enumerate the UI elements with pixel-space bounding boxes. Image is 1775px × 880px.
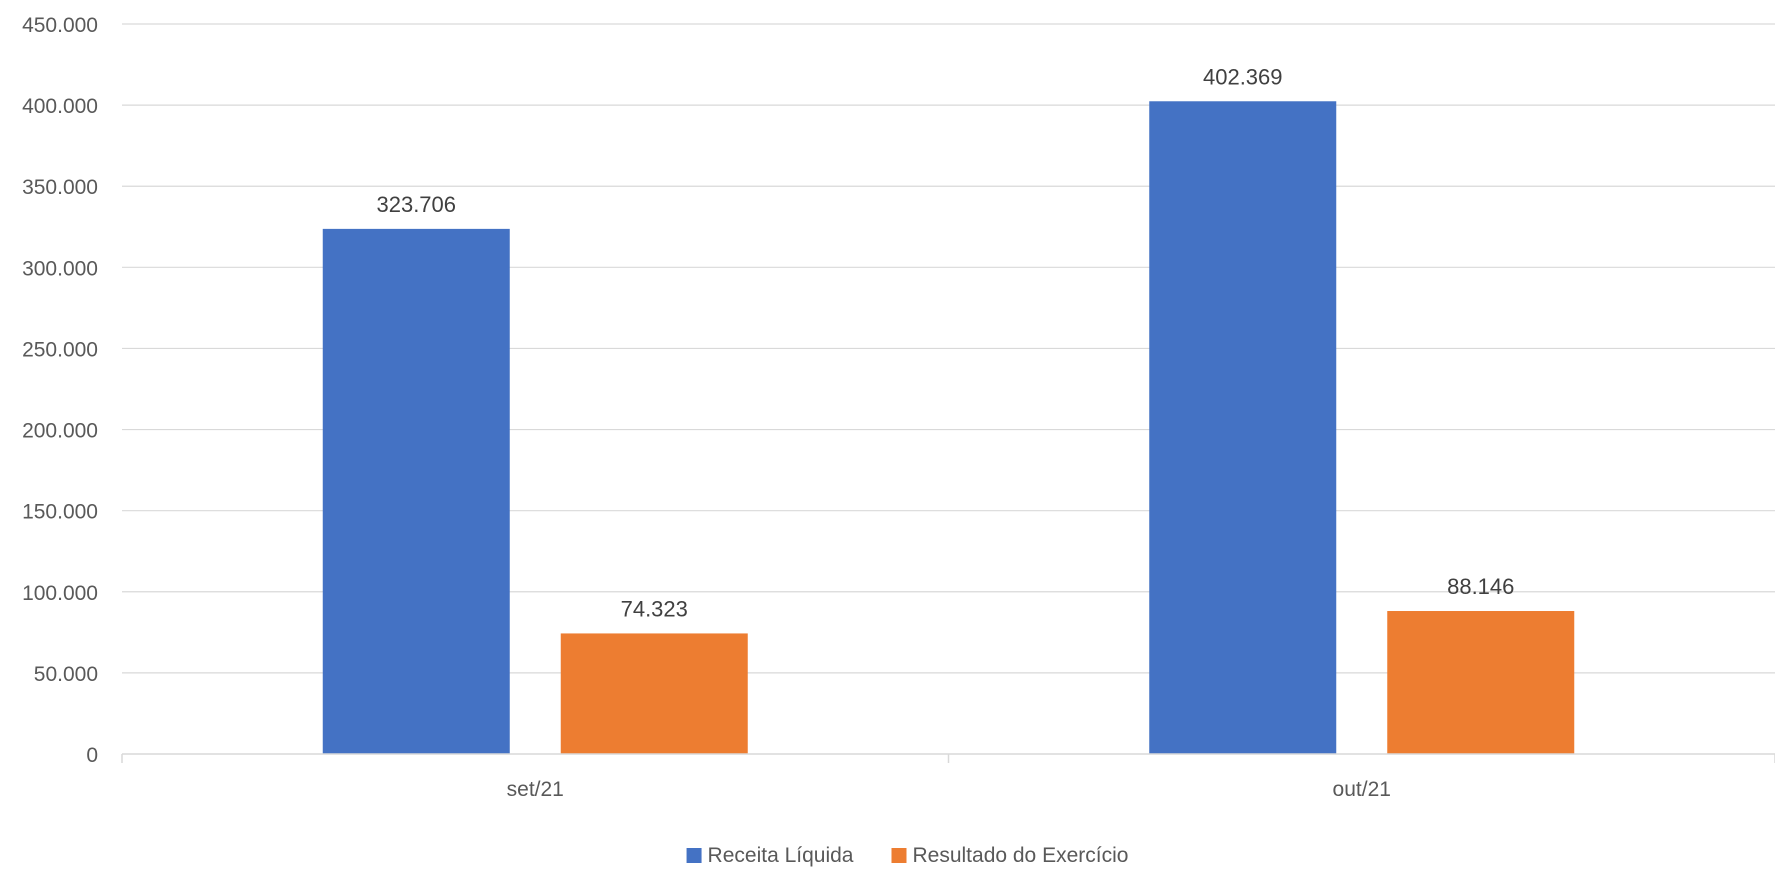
y-tick-label: 150.000 bbox=[22, 501, 98, 524]
data-label: 88.146 bbox=[1447, 574, 1514, 599]
legend-swatch bbox=[686, 848, 702, 863]
legend-swatch bbox=[891, 848, 907, 863]
data-label: 74.323 bbox=[621, 596, 688, 621]
y-tick-label: 100.000 bbox=[22, 582, 98, 605]
legend-label: Receita Líquida bbox=[708, 844, 854, 867]
y-tick-label: 200.000 bbox=[22, 420, 98, 443]
legend-item: Receita Líquida bbox=[686, 844, 854, 867]
y-tick-label: 400.000 bbox=[22, 95, 98, 118]
y-tick-label: 250.000 bbox=[22, 338, 98, 361]
bar bbox=[560, 633, 748, 754]
y-tick-label: 300.000 bbox=[22, 257, 98, 280]
x-tick-label: out/21 bbox=[1333, 778, 1391, 801]
legend-item: Resultado do Exercício bbox=[891, 844, 1128, 867]
y-tick-label: 50.000 bbox=[34, 663, 98, 686]
data-labels: 323.706 74.323 402.369 88.146 bbox=[376, 64, 1514, 621]
x-axis-ticks: set/21 out/21 bbox=[507, 778, 1391, 801]
legend-label: Resultado do Exercício bbox=[912, 844, 1128, 867]
y-axis-ticks: 0 50.000 100.000 150.000 200.000 250.000 300.0… bbox=[22, 14, 98, 767]
x-axis bbox=[121, 753, 1775, 763]
x-tick-label: set/21 bbox=[507, 778, 564, 801]
y-tick-label: 0 bbox=[86, 744, 98, 767]
data-label: 402.369 bbox=[1203, 64, 1283, 89]
bars bbox=[322, 101, 1575, 754]
bar bbox=[1387, 611, 1575, 754]
data-label: 323.706 bbox=[376, 192, 456, 217]
bar bbox=[1149, 101, 1337, 754]
y-tick-label: 350.000 bbox=[22, 176, 98, 199]
legend: Receita Líquida Resultado do Exercício bbox=[686, 844, 1128, 867]
bar bbox=[322, 228, 510, 754]
y-tick-label: 450.000 bbox=[22, 14, 98, 37]
